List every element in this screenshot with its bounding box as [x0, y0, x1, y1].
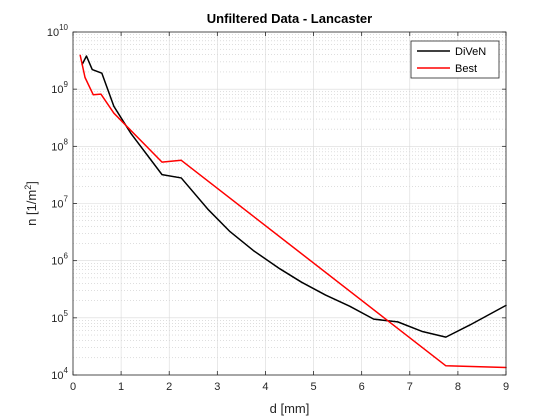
y-tick-label-exponent: 7	[64, 195, 69, 204]
y-tick-label-exponent: 8	[64, 137, 69, 146]
x-tick-label: 6	[359, 381, 365, 393]
y-tick-label-base: 10	[51, 313, 63, 325]
y-tick-label-base: 10	[51, 256, 63, 268]
legend-label-best: Best	[455, 63, 477, 75]
legend-label-diven: DiVeN	[455, 46, 486, 58]
y-tick-label: 106	[51, 252, 68, 268]
chart-title: Unfiltered Data - Lancaster	[207, 11, 372, 26]
y-tick-label-exponent: 6	[64, 252, 69, 261]
y-tick-label-base: 10	[51, 84, 63, 96]
y-tick-label: 109	[51, 80, 68, 96]
legend: DiVeN Best	[410, 40, 500, 79]
y-tick-label: 105	[51, 309, 68, 325]
y-tick-label-base: 10	[47, 27, 59, 39]
y-tick-label-base: 10	[51, 141, 63, 153]
y-axis-label-close: ]	[24, 181, 39, 185]
y-tick-label-exponent: 4	[64, 366, 69, 375]
y-tick-label-exponent: 9	[64, 80, 69, 89]
x-tick-label: 0	[70, 381, 76, 393]
x-tick-label: 2	[166, 381, 172, 393]
x-tick-label: 4	[262, 381, 268, 393]
x-tick-label: 9	[503, 381, 509, 393]
series-line-diven	[81, 55, 507, 338]
y-tick-label: 1010	[47, 23, 69, 39]
y-tick-label: 104	[51, 366, 68, 382]
y-axis-label-base: n [1/m	[24, 190, 39, 226]
y-tick-label: 108	[51, 137, 68, 153]
y-tick-label-base: 10	[51, 199, 63, 211]
series-lines	[79, 54, 507, 369]
y-axis-label-exponent: 2	[23, 185, 33, 190]
x-tick-label: 3	[214, 381, 220, 393]
x-tick-label: 5	[310, 381, 316, 393]
y-tick-label-base: 10	[51, 370, 63, 382]
y-tick-label-exponent: 10	[59, 23, 68, 32]
x-axis-label: d [mm]	[270, 401, 310, 416]
series-line-best	[79, 54, 507, 369]
x-tick-label: 8	[455, 381, 461, 393]
x-tick-label: 7	[407, 381, 413, 393]
y-tick-label: 107	[51, 195, 68, 211]
y-tick-label-exponent: 5	[64, 309, 69, 318]
x-tick-label: 1	[118, 381, 124, 393]
y-axis-label: n [1/m2]	[23, 181, 39, 226]
legend-box	[410, 40, 500, 79]
